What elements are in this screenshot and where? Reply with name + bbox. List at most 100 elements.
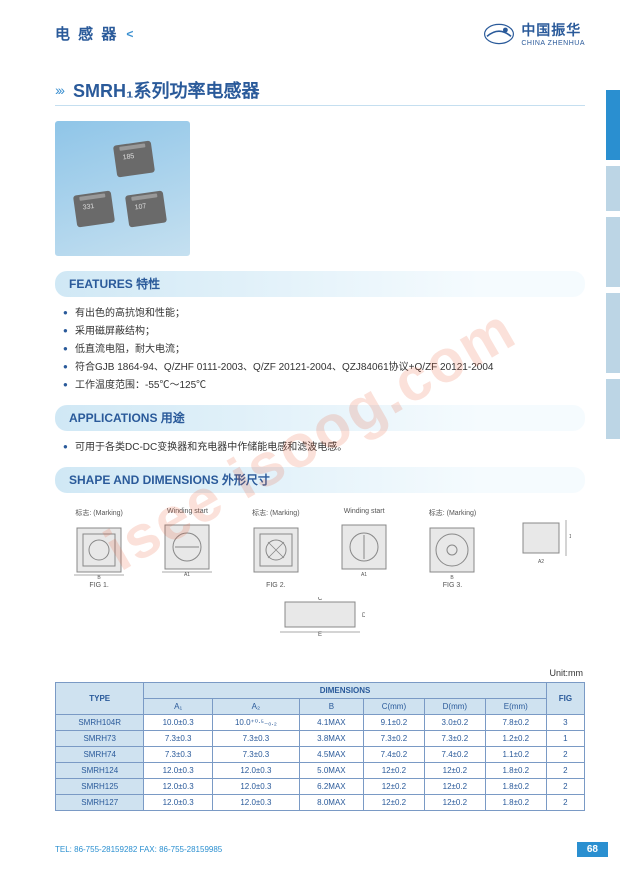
table-cell: 12±0.2 — [363, 795, 424, 811]
th-col: A₁ — [144, 699, 213, 715]
fig1-label: FIG 1. — [89, 582, 108, 589]
table-cell: 5.0MAX — [299, 763, 363, 779]
svg-text:14MAX: 14MAX — [569, 534, 571, 540]
feature-item: 低直流电阻，耐大电流； — [63, 341, 585, 359]
winding-label-2: Winding start — [344, 508, 385, 515]
chip-label-3: 107 — [134, 203, 147, 212]
table-cell: 10.0±0.3 — [144, 715, 213, 731]
table-cell: 10.0⁺⁰·⁵₋₀.₂ — [212, 715, 299, 731]
table-cell: 7.3±0.2 — [363, 731, 424, 747]
table-cell: 7.4±0.2 — [424, 747, 485, 763]
svg-text:B: B — [97, 575, 101, 580]
table-cell: 1.8±0.2 — [485, 763, 546, 779]
table-cell: 12±0.2 — [424, 779, 485, 795]
th-dimensions: DIMENSIONS — [144, 683, 546, 699]
logo-icon — [483, 22, 515, 46]
th-col: B — [299, 699, 363, 715]
table-cell: 12.0±0.3 — [144, 763, 213, 779]
category-label: 电 感 器 — [55, 23, 118, 44]
applications-heading: APPLICATIONS 用途 — [55, 405, 585, 431]
feature-item: 有出色的高抗饱和性能； — [63, 305, 585, 323]
unit-label: Unit:mm — [55, 668, 585, 678]
title-rule — [55, 105, 585, 106]
table-cell: 7.4±0.2 — [363, 747, 424, 763]
table-row: SMRH12412.0±0.312.0±0.35.0MAX12±0.212±0.… — [56, 763, 585, 779]
brand-logo: 中国振华 CHINA ZHENHUA — [483, 20, 585, 47]
side-view-icon: E C D — [275, 597, 365, 637]
table-row: SMRH104R10.0±0.310.0⁺⁰·⁵₋₀.₂4.1MAX9.1±0.… — [56, 715, 585, 731]
chevron-left-icon: < — [126, 27, 133, 41]
footer-contact: TEL: 86-755-28159282 FAX: 86-755-2815998… — [55, 845, 222, 854]
table-row: SMRH747.3±0.37.3±0.34.5MAX7.4±0.27.4±0.2… — [56, 747, 585, 763]
table-cell: 2 — [546, 747, 584, 763]
table-cell: 1.8±0.2 — [485, 795, 546, 811]
table-cell: 7.3±0.3 — [144, 731, 213, 747]
table-cell: 12±0.2 — [424, 795, 485, 811]
table-cell: SMRH125 — [56, 779, 144, 795]
th-fig: FIG — [546, 683, 584, 715]
table-row: SMRH12712.0±0.312.0±0.38.0MAX12±0.212±0.… — [56, 795, 585, 811]
side-tab[interactable] — [606, 217, 620, 287]
svg-text:C: C — [318, 597, 323, 602]
table-cell: SMRH124 — [56, 763, 144, 779]
th-col: E(mm) — [485, 699, 546, 715]
product-image: 185 331 107 — [55, 121, 190, 256]
table-cell: 3 — [546, 715, 584, 731]
table-cell: 12.0±0.3 — [144, 795, 213, 811]
dimensions-table: TYPE DIMENSIONS FIG A₁ A₂ B C(mm) D(mm) … — [55, 682, 585, 811]
table-cell: 7.3±0.3 — [144, 747, 213, 763]
fig3b-icon: 14MAX A2 — [511, 508, 571, 568]
features-list: 有出色的高抗饱和性能； 采用磁屏蔽结构； 低直流电阻，耐大电流； 符合GJB 1… — [55, 305, 585, 395]
th-type: TYPE — [56, 683, 144, 715]
table-cell: 7.3±0.3 — [212, 731, 299, 747]
svg-text:D: D — [362, 613, 365, 619]
feature-item: 采用磁屏蔽结构； — [63, 323, 585, 341]
marking-label-2: 标志: (Marking) — [252, 508, 299, 518]
marking-label-3: 标志: (Marking) — [429, 508, 476, 518]
side-tab[interactable] — [606, 293, 620, 373]
svg-text:A1: A1 — [184, 572, 190, 577]
application-item: 可用于各类DC-DC变换器和充电器中作储能电感和滤波电感。 — [63, 439, 585, 457]
svg-text:E: E — [318, 632, 322, 637]
table-cell: 2 — [546, 763, 584, 779]
table-row: SMRH12512.0±0.312.0±0.36.2MAX12±0.212±0.… — [56, 779, 585, 795]
table-cell: 12.0±0.3 — [212, 779, 299, 795]
shape-heading: SHAPE AND DIMENSIONS 外形尺寸 — [55, 467, 585, 493]
side-tab[interactable] — [606, 90, 620, 160]
svg-text:B: B — [451, 575, 455, 580]
chip-label-1: 185 — [122, 153, 135, 162]
th-col: C(mm) — [363, 699, 424, 715]
table-cell: 8.0MAX — [299, 795, 363, 811]
table-cell: 2 — [546, 795, 584, 811]
table-cell: 12.0±0.3 — [212, 795, 299, 811]
table-cell: 1.8±0.2 — [485, 779, 546, 795]
page-header: 电 感 器 < 中国振华 CHINA ZHENHUA — [0, 0, 620, 57]
side-tab[interactable] — [606, 379, 620, 439]
fig2b-icon: A1 — [334, 517, 394, 577]
fig2-icon — [246, 520, 306, 580]
table-cell: 12.0±0.3 — [212, 763, 299, 779]
table-cell: 7.3±0.3 — [212, 747, 299, 763]
side-tab[interactable] — [606, 166, 620, 211]
table-row: SMRH737.3±0.37.3±0.33.8MAX7.3±0.27.3±0.2… — [56, 731, 585, 747]
winding-label: Winding start — [167, 508, 208, 515]
fig3-icon: B — [422, 520, 482, 580]
table-cell: 3.8MAX — [299, 731, 363, 747]
table-cell: 12±0.2 — [363, 779, 424, 795]
table-cell: 4.1MAX — [299, 715, 363, 731]
chip-label-2: 331 — [82, 203, 95, 212]
th-col: A₂ — [212, 699, 299, 715]
svg-text:A2: A2 — [538, 559, 544, 565]
page-title: SMRH₁系列功率电感器 — [73, 77, 259, 103]
table-cell: 7.8±0.2 — [485, 715, 546, 731]
fig2-label: FIG 2. — [266, 582, 285, 589]
table-cell: 3.0±0.2 — [424, 715, 485, 731]
table-cell: SMRH127 — [56, 795, 144, 811]
table-cell: 6.2MAX — [299, 779, 363, 795]
table-cell: 9.1±0.2 — [363, 715, 424, 731]
dimensions-diagram: 标志: (Marking) B FIG 1. Winding start — [55, 508, 585, 648]
features-heading: FEATURES 特性 — [55, 271, 585, 297]
applications-list: 可用于各类DC-DC变换器和充电器中作储能电感和滤波电感。 — [55, 439, 585, 457]
fig1-icon: B — [69, 520, 129, 580]
table-cell: 7.3±0.2 — [424, 731, 485, 747]
